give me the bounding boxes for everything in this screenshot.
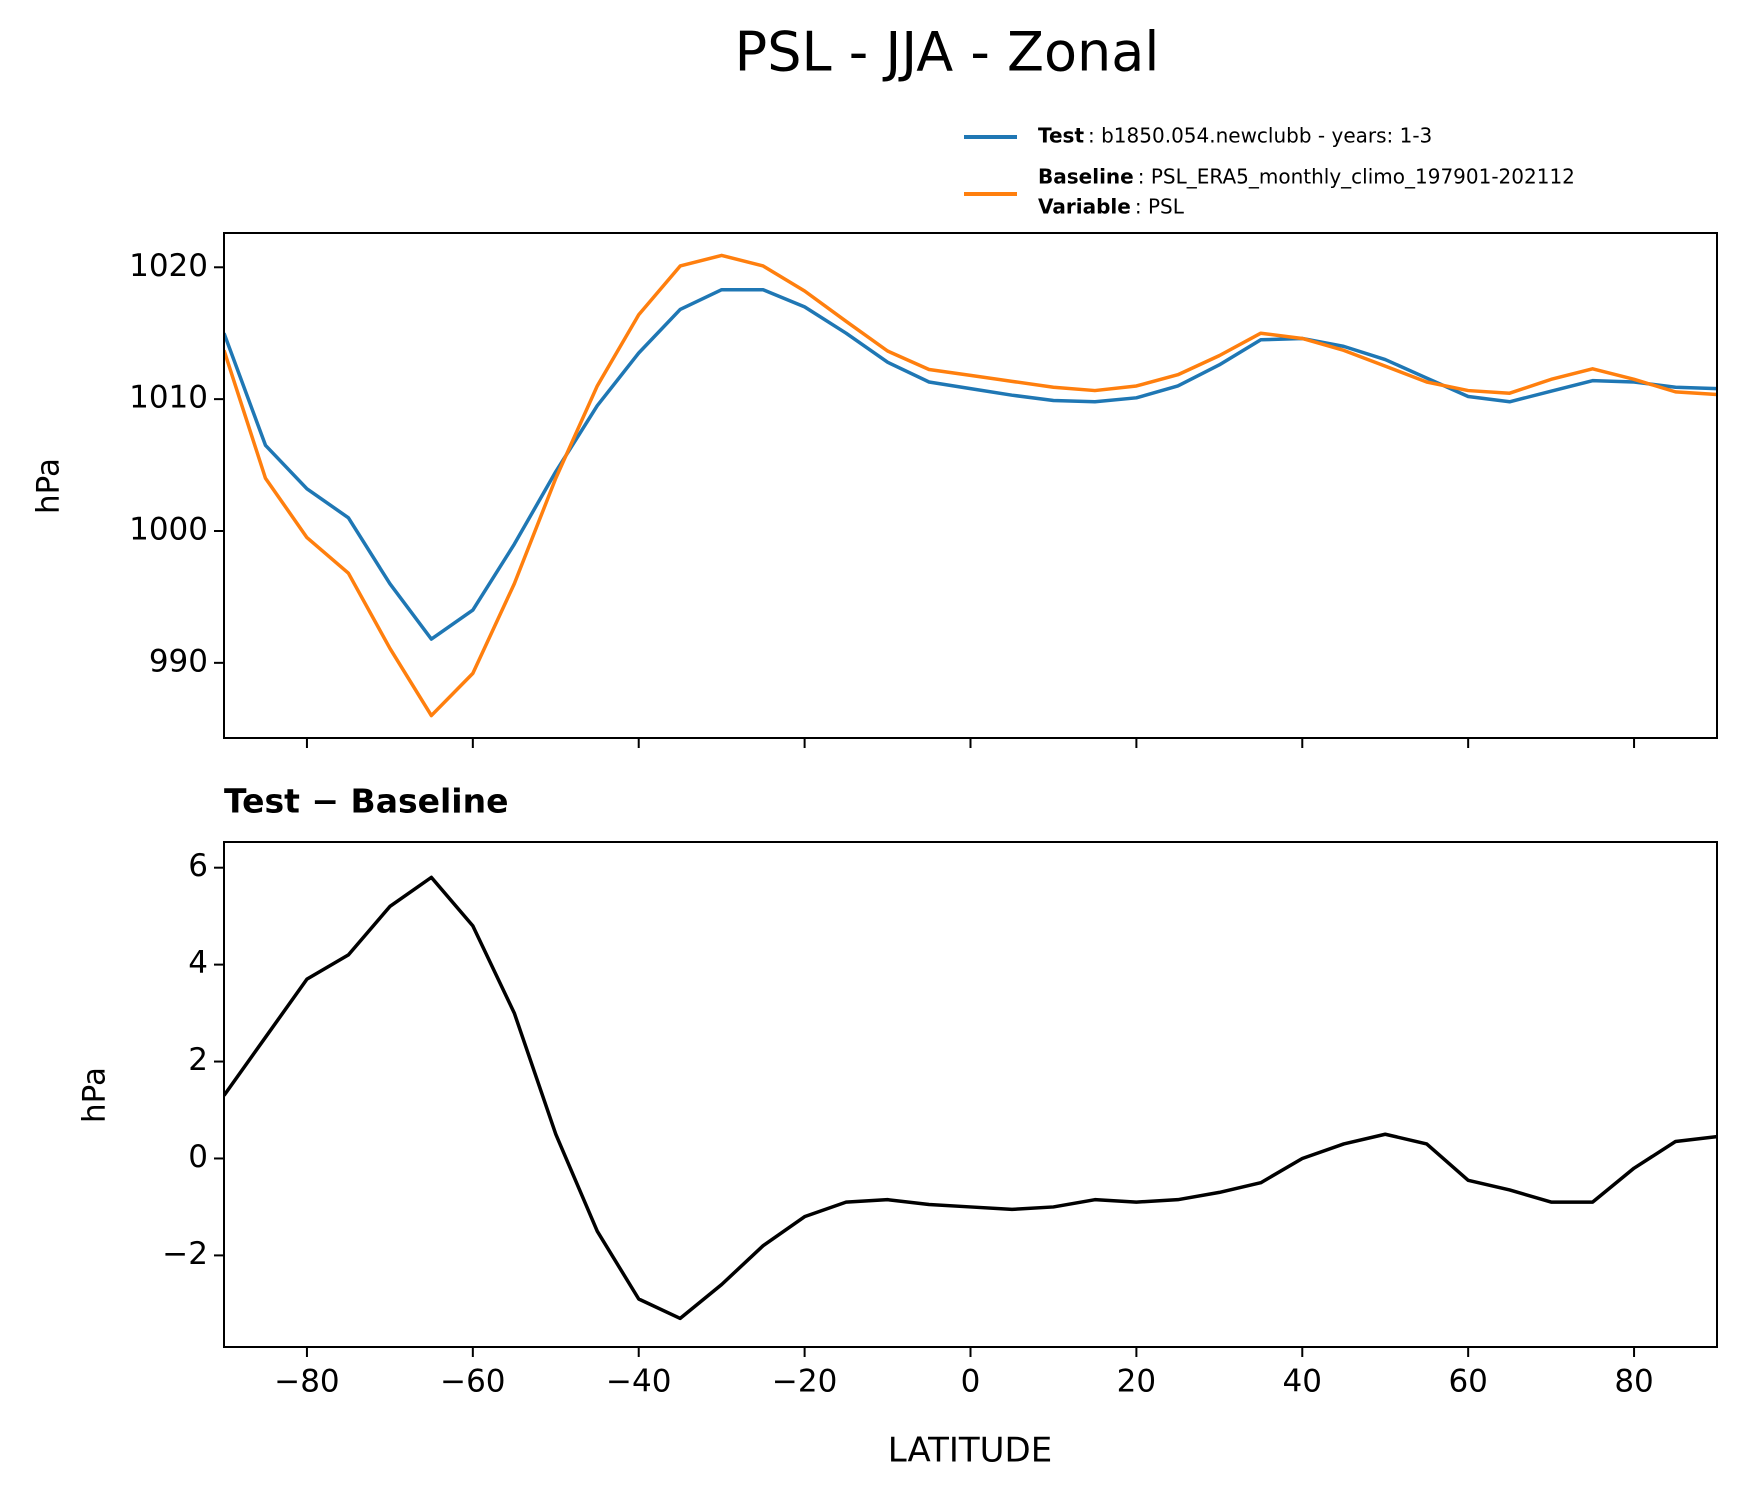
data-line — [224, 253, 1717, 718]
x-tick-label: 80 — [1614, 1364, 1653, 1400]
y-tick-label: 1000 — [129, 511, 208, 547]
x-tick-label: −80 — [274, 1364, 339, 1400]
x-tick-label: 40 — [1283, 1364, 1322, 1400]
legend-label: Variable — [1038, 195, 1131, 219]
axes-frame — [223, 841, 1718, 1348]
legend-text: : PSL_ERA5_monthly_climo_197901-202112 — [1138, 165, 1575, 189]
x-axis-label: LATITUDE — [888, 1431, 1052, 1471]
x-tick-label: 0 — [961, 1364, 981, 1400]
x-tick-label: 20 — [1117, 1364, 1156, 1400]
y-tick-label: 4 — [188, 945, 208, 981]
legend-label: Test — [1038, 124, 1084, 148]
y-tick-label: 1010 — [129, 380, 208, 416]
legend-text: : PSL — [1135, 195, 1185, 219]
y-tick-label: 990 — [149, 643, 208, 679]
axes-frame — [223, 232, 1718, 739]
legend-text: : b1850.054.newclubb - years: 1-3 — [1088, 124, 1432, 148]
y-tick-label: 1020 — [129, 248, 208, 284]
y-tick-label: −2 — [162, 1236, 208, 1272]
y-tick-label: 0 — [188, 1139, 208, 1175]
y-tick-label: 2 — [188, 1042, 208, 1078]
figure-title: PSL - JJA - Zonal — [735, 21, 1160, 84]
subplot-title: Test − Baseline — [224, 782, 509, 821]
y-axis-label: hPa — [77, 1067, 113, 1123]
x-tick-label: −20 — [772, 1364, 837, 1400]
data-line — [224, 287, 1717, 641]
y-axis-label: hPa — [31, 458, 67, 514]
x-tick-label: −60 — [440, 1364, 505, 1400]
legend-label: Baseline — [1038, 165, 1134, 189]
x-tick-label: 60 — [1448, 1364, 1487, 1400]
y-tick-label: 6 — [188, 848, 208, 884]
data-line — [224, 875, 1717, 1321]
x-tick-label: −40 — [606, 1364, 671, 1400]
